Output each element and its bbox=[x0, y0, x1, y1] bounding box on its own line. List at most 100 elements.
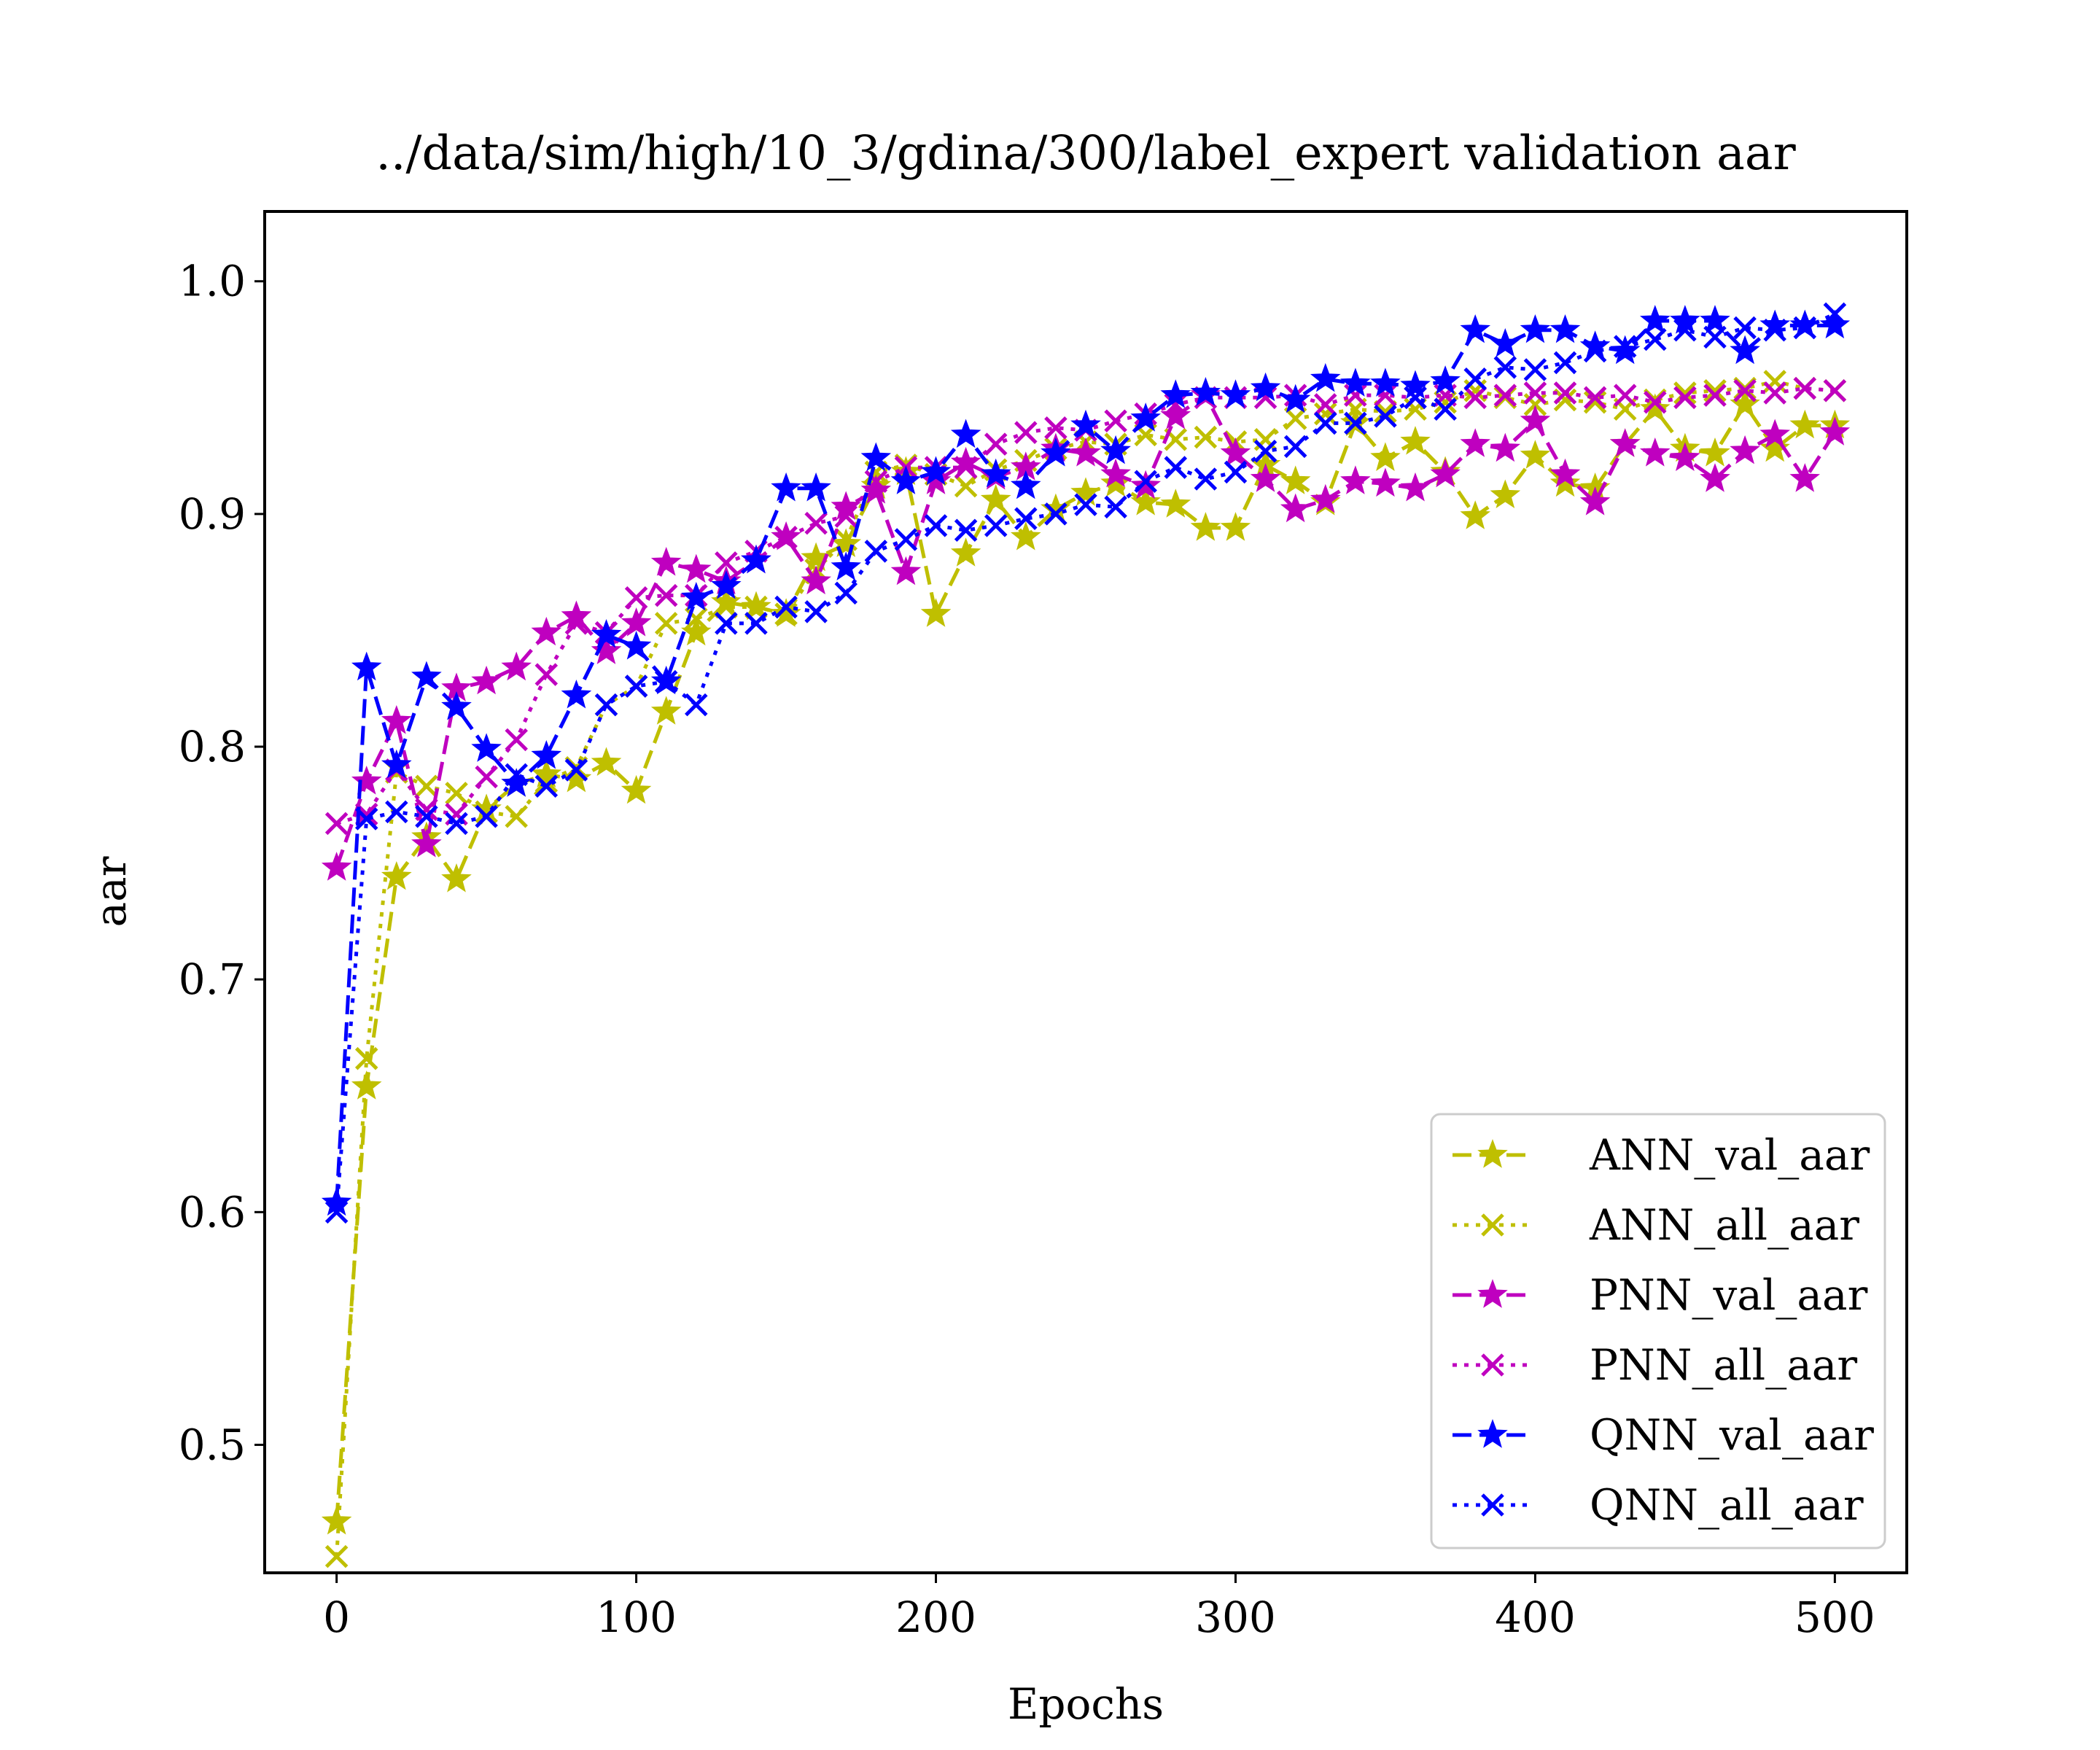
y-tick-label-4: 0.9 bbox=[179, 489, 246, 539]
QNN_val_aar-point-23 bbox=[1010, 470, 1041, 499]
PNN_val_aar-point-5 bbox=[471, 665, 502, 695]
ANN_val_aar-point-46 bbox=[1700, 438, 1730, 467]
ANN_all_aar-point-29 bbox=[1194, 425, 1218, 449]
ANN_val_aar-point-32 bbox=[1280, 465, 1311, 494]
QNN_val_aar-point-13 bbox=[711, 569, 742, 599]
QNN_val_aar-point-27 bbox=[1130, 402, 1162, 432]
PNN_all_aar-point-15 bbox=[774, 526, 798, 549]
ANN_val_aar-point-29 bbox=[1190, 512, 1221, 541]
QNN_all_aar-point-29 bbox=[1194, 467, 1218, 491]
QNN_val_aar-point-46 bbox=[1700, 305, 1730, 334]
PNN_val_aar-point-19 bbox=[890, 556, 922, 586]
PNN_all_aar-point-40 bbox=[1523, 381, 1547, 405]
PNN_all_aar-point-42 bbox=[1583, 386, 1607, 410]
ANN_val_aar-point-44 bbox=[1639, 393, 1671, 422]
QNN_all_aar-point-13 bbox=[715, 612, 738, 635]
ANN_val_aar-point-35 bbox=[1370, 442, 1401, 472]
QNN_all_aar-point-28 bbox=[1164, 456, 1188, 479]
ANN_all_aar-line bbox=[335, 379, 1835, 1557]
plot-area-frame bbox=[263, 210, 1908, 1574]
QNN_val_aar-point-43 bbox=[1609, 335, 1641, 365]
legend-item-ANN_val_aar: ANN_val_aar bbox=[1452, 1130, 1870, 1180]
ANN_val_aar-point-38 bbox=[1460, 500, 1491, 529]
PNN_val_aar-point-44 bbox=[1639, 438, 1671, 467]
QNN_all_aar-point-49 bbox=[1793, 316, 1817, 340]
PNN_all_aar-point-0 bbox=[324, 812, 349, 836]
QNN_all_aar-point-47 bbox=[1733, 316, 1757, 340]
ANN_all_aar-point-13 bbox=[715, 595, 738, 619]
QNN_all_aar-point-4 bbox=[445, 812, 468, 836]
ANN_val_aar-point-49 bbox=[1789, 409, 1821, 439]
PNN_val_aar-point-35 bbox=[1370, 467, 1401, 497]
QNN_val_aar-point-50 bbox=[1819, 309, 1851, 339]
legend-item-PNN_val_aar: PNN_val_aar bbox=[1452, 1270, 1868, 1320]
ANN_val_aar-point-27 bbox=[1130, 486, 1162, 516]
ANN_val_aar-point-1 bbox=[351, 1070, 382, 1100]
PNN_val_aar-point-18 bbox=[860, 475, 892, 504]
QNN_all_aar-point-23 bbox=[1014, 507, 1038, 531]
QNN_val_aar-point-19 bbox=[890, 465, 922, 494]
PNN_all_aar-point-10 bbox=[624, 586, 648, 610]
legend-swatch-marker-ANN_val_aar-point-0 bbox=[1477, 1139, 1508, 1168]
QNN_all_aar-point-11 bbox=[654, 669, 678, 693]
legend-label-QNN_val_aar: QNN_val_aar bbox=[1590, 1410, 1874, 1460]
PNN_val_aar-point-2 bbox=[381, 705, 412, 734]
QNN_val_aar-point-41 bbox=[1549, 314, 1581, 343]
ANN_val_aar-point-17 bbox=[831, 528, 862, 558]
legend-label-ANN_val_aar: ANN_val_aar bbox=[1589, 1130, 1870, 1180]
QNN_all_aar-point-37 bbox=[1434, 397, 1457, 421]
PNN_all_aar-point-8 bbox=[564, 612, 588, 635]
ANN_val_aar-point-36 bbox=[1400, 426, 1431, 455]
QNN_val_aar-point-37 bbox=[1430, 365, 1461, 394]
PNN_all_aar-point-24 bbox=[1044, 416, 1068, 440]
PNN_val_aar-point-41 bbox=[1549, 458, 1581, 488]
legend-item-QNN_val_aar: QNN_val_aar bbox=[1452, 1410, 1874, 1460]
y-tick-label-0: 0.5 bbox=[179, 1420, 246, 1469]
QNN_val_aar-point-9 bbox=[591, 618, 622, 648]
QNN_val_aar-point-47 bbox=[1730, 335, 1760, 365]
ANN_all_aar-point-32 bbox=[1283, 407, 1307, 430]
QNN_all_aar-point-46 bbox=[1703, 325, 1727, 349]
QNN_all_aar-point-39 bbox=[1493, 356, 1517, 379]
PNN_val_aar-point-46 bbox=[1700, 463, 1730, 492]
QNN_val_aar-point-34 bbox=[1340, 368, 1371, 397]
ANN_val_aar-point-8 bbox=[561, 763, 592, 793]
chart-title: ../data/sim/high/10_3/gdina/300/label_ex… bbox=[376, 126, 1796, 181]
y-tick-label-2: 0.7 bbox=[179, 954, 246, 1004]
PNN_all_aar-point-46 bbox=[1703, 384, 1727, 407]
legend-item-QNN_all_aar: QNN_all_aar bbox=[1452, 1480, 1864, 1530]
QNN_all_aar-point-41 bbox=[1553, 351, 1577, 375]
QNN_val_aar-point-38 bbox=[1460, 314, 1491, 343]
PNN_val_aar-point-11 bbox=[650, 547, 682, 576]
series-layer bbox=[321, 302, 1851, 1568]
ANN_val_aar-point-2 bbox=[381, 860, 412, 890]
QNN_val_aar-point-12 bbox=[680, 581, 712, 611]
legend-box bbox=[1430, 1113, 1886, 1549]
PNN_all_aar-point-49 bbox=[1793, 376, 1817, 400]
x-axis: 0 100 200 300 400 500 bbox=[323, 1573, 1875, 1642]
QNN_val_aar-point-32 bbox=[1280, 384, 1311, 413]
PNN_all_aar-point-48 bbox=[1763, 381, 1786, 405]
QNN_val_aar-point-17 bbox=[831, 551, 862, 581]
PNN_all_aar-point-23 bbox=[1014, 421, 1038, 444]
QNN_val_aar-point-2 bbox=[381, 749, 412, 779]
ANN_all_aar-point-5 bbox=[475, 800, 498, 824]
ANN_val_aar-point-11 bbox=[650, 696, 682, 725]
ANN_all_aar-point-4 bbox=[445, 782, 468, 805]
PNN_val_aar-point-0 bbox=[321, 852, 352, 881]
QNN_val_aar-point-39 bbox=[1490, 328, 1521, 357]
PNN_all_aar-point-50 bbox=[1823, 378, 1847, 402]
QNN_val_aar-point-31 bbox=[1250, 372, 1281, 402]
legend-swatch-marker-QNN_all_aar-point-0 bbox=[1481, 1493, 1504, 1517]
PNN_all_aar-point-13 bbox=[715, 551, 738, 575]
QNN_val_aar-point-20 bbox=[920, 456, 952, 486]
QNN_val_aar-point-7 bbox=[531, 739, 562, 769]
QNN_val_aar-point-4 bbox=[441, 691, 472, 720]
PNN_val_aar-point-3 bbox=[411, 828, 442, 858]
PNN_all_aar-point-22 bbox=[984, 432, 1008, 456]
ANN_all_aar-point-0 bbox=[324, 1544, 349, 1568]
QNN_val_aar-point-35 bbox=[1370, 368, 1401, 397]
ANN_val_aar-point-40 bbox=[1520, 440, 1551, 469]
PNN_all_aar-point-47 bbox=[1733, 378, 1757, 402]
QNN_all_aar-point-45 bbox=[1673, 318, 1697, 342]
